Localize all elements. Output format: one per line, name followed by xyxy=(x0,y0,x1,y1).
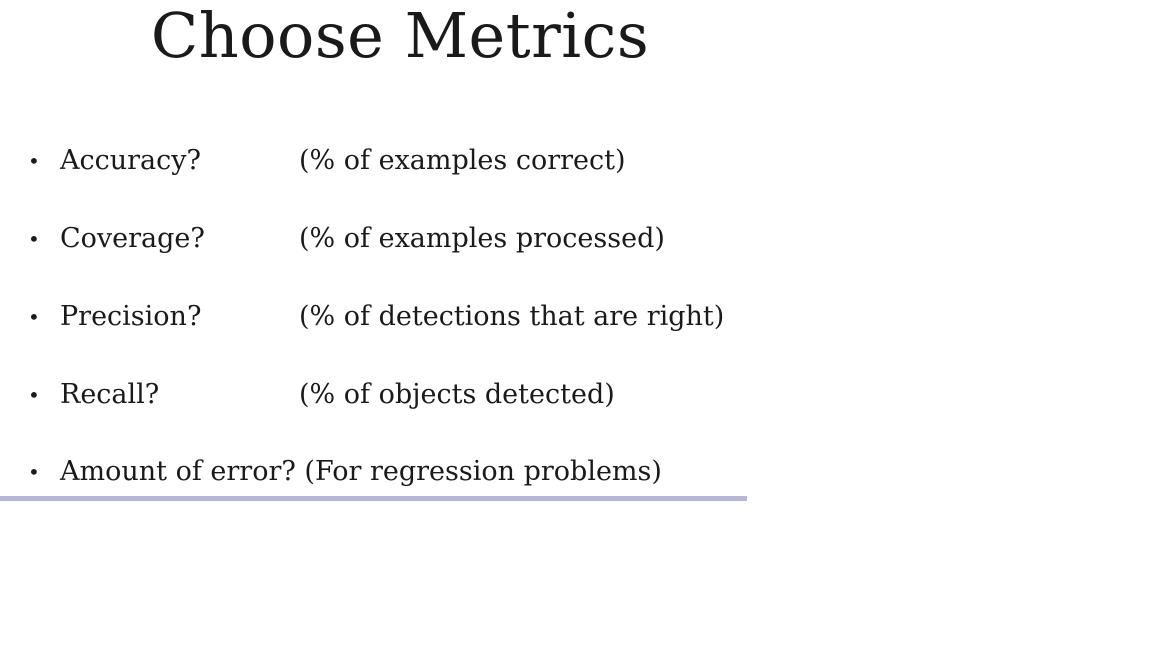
list-item-recall: • Recall? (% of objects detected) xyxy=(28,375,748,415)
metrics-bullet-list: • Accuracy? (% of examples correct) • Co… xyxy=(28,141,748,492)
bullet-icon: • xyxy=(28,149,40,173)
footer-divider xyxy=(0,496,747,501)
list-item-amount-of-error: • Amount of error? (For regression probl… xyxy=(28,452,748,492)
metric-description: (% of examples processed) xyxy=(299,223,665,254)
metric-term: Recall? xyxy=(60,379,160,410)
list-item-precision: • Precision? (% of detections that are r… xyxy=(28,297,748,337)
list-item-accuracy: • Accuracy? (% of examples correct) xyxy=(28,141,748,181)
bullet-icon: • xyxy=(28,305,40,329)
metric-description: (% of detections that are right) xyxy=(299,301,725,332)
bullet-icon: • xyxy=(28,383,40,407)
metric-term: Accuracy? xyxy=(60,145,201,176)
slide-title: Choose Metrics xyxy=(150,0,650,72)
list-item-coverage: • Coverage? (% of examples processed) xyxy=(28,219,748,259)
bullet-icon: • xyxy=(28,227,40,251)
metric-term: Precision? xyxy=(60,301,202,332)
metric-description: (% of objects detected) xyxy=(299,379,615,410)
metric-term: Amount of error? xyxy=(60,456,296,487)
metric-term: Coverage? xyxy=(60,223,205,254)
bullet-icon: • xyxy=(28,460,40,484)
metric-description: (% of examples correct) xyxy=(299,145,626,176)
metric-description: (For regression problems) xyxy=(304,456,662,487)
metric-inline-row: Amount of error? (For regression problem… xyxy=(60,452,662,492)
